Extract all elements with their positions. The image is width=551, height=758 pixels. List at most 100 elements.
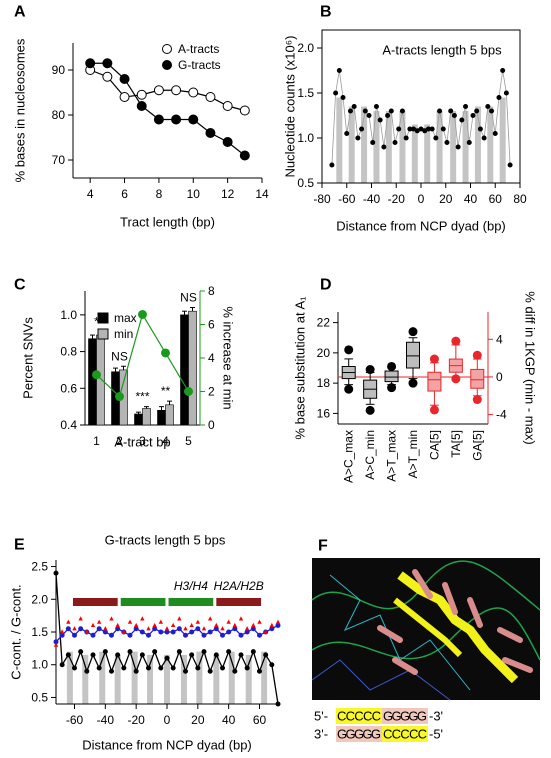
y-tick-label: 0.8 — [60, 345, 77, 359]
marker — [183, 626, 188, 631]
annotation: NS — [111, 349, 128, 363]
x-tick-label: 3 — [139, 434, 146, 448]
bar — [88, 338, 97, 426]
y-tick-label: 0.4 — [60, 418, 77, 432]
highlight — [382, 726, 428, 742]
y-tick-label: 2.5 — [31, 560, 48, 574]
sequence: -3' — [429, 709, 443, 724]
x-tick-label: -20 — [127, 713, 145, 727]
panel-label: D — [320, 277, 332, 294]
marker — [333, 90, 339, 96]
marker — [127, 632, 133, 638]
marker — [359, 126, 365, 132]
marker — [232, 626, 238, 632]
marker — [189, 629, 195, 635]
marker — [121, 629, 127, 634]
x-tick-label: 5 — [185, 434, 192, 448]
marker — [444, 140, 450, 145]
x-tick-label: -40 — [363, 192, 381, 206]
marker — [102, 58, 113, 69]
marker — [220, 632, 225, 638]
marker — [146, 632, 151, 638]
bar — [385, 111, 392, 183]
marker — [269, 662, 275, 668]
marker — [195, 626, 201, 632]
sequence: GGGGG — [383, 709, 427, 724]
marker — [102, 629, 108, 635]
bar — [348, 106, 355, 183]
y-axis-label: Nucleotide counts (x10⁶) — [283, 36, 298, 178]
bar — [474, 106, 481, 183]
bar — [228, 651, 235, 704]
x-tick-label: 2 — [116, 434, 123, 448]
bar — [336, 97, 343, 183]
marker — [109, 616, 114, 621]
marker — [459, 117, 465, 123]
marker — [244, 665, 250, 671]
region-band — [120, 598, 166, 606]
marker — [164, 629, 170, 635]
x-tick-label: 0 — [164, 713, 171, 727]
y2-tick-label: -4 — [496, 408, 507, 422]
marker — [103, 626, 108, 631]
y-axis-label: % bases in nucleosomes — [13, 38, 28, 182]
y-tick-label: 20 — [317, 346, 331, 360]
marker — [127, 619, 133, 624]
annotation: * — [94, 314, 99, 328]
x-tick-label: -40 — [97, 713, 115, 727]
bar — [213, 654, 220, 704]
marker — [171, 85, 182, 96]
y2-tick-label: 4 — [208, 351, 215, 365]
x-axis-label: A-tract bp — [114, 435, 170, 450]
marker — [385, 113, 391, 118]
bar — [411, 124, 418, 183]
marker — [269, 622, 275, 628]
x-tick-label: -80 — [313, 192, 331, 206]
marker — [170, 665, 176, 671]
marker — [102, 71, 113, 82]
marker — [250, 626, 256, 632]
y-tick-label: 70 — [52, 153, 66, 167]
marker — [152, 649, 158, 655]
marker — [205, 92, 216, 102]
marker — [139, 629, 145, 635]
marker — [492, 131, 498, 136]
y-tick-label: 80 — [52, 108, 66, 122]
legend-label: G-tracts — [178, 58, 221, 72]
bar — [165, 404, 174, 426]
marker — [429, 126, 435, 132]
marker — [226, 649, 232, 655]
marker — [362, 108, 368, 114]
marker — [207, 629, 213, 635]
marker — [399, 108, 405, 114]
marker — [355, 135, 361, 141]
marker — [470, 113, 476, 118]
x-tick-label: 4 — [87, 187, 94, 201]
x-tick-label: 8 — [156, 187, 163, 201]
marker — [119, 74, 130, 84]
marker — [53, 570, 59, 576]
marker — [474, 108, 480, 114]
bar — [180, 654, 187, 704]
y-tick-label: 16 — [317, 406, 331, 420]
bar — [373, 111, 380, 183]
panel-label: A — [14, 4, 26, 21]
marker — [158, 619, 164, 624]
outlier — [408, 378, 418, 388]
strand-yellow — [397, 571, 519, 684]
marker — [66, 619, 71, 624]
marker — [251, 622, 256, 628]
bar — [180, 314, 189, 426]
marker — [183, 632, 188, 638]
chart-title: A-tracts length 5 bps — [382, 43, 502, 58]
marker — [403, 135, 409, 141]
y2-tick-label: 8 — [208, 284, 215, 298]
bar — [261, 651, 268, 704]
x-tick-label: 60 — [253, 713, 267, 727]
x-tick-label: 80 — [513, 192, 527, 206]
x-tick-label: TA[5] — [449, 430, 463, 458]
x-tick-label: -60 — [66, 713, 84, 727]
legend-label: min — [114, 327, 133, 341]
marker — [329, 162, 335, 168]
